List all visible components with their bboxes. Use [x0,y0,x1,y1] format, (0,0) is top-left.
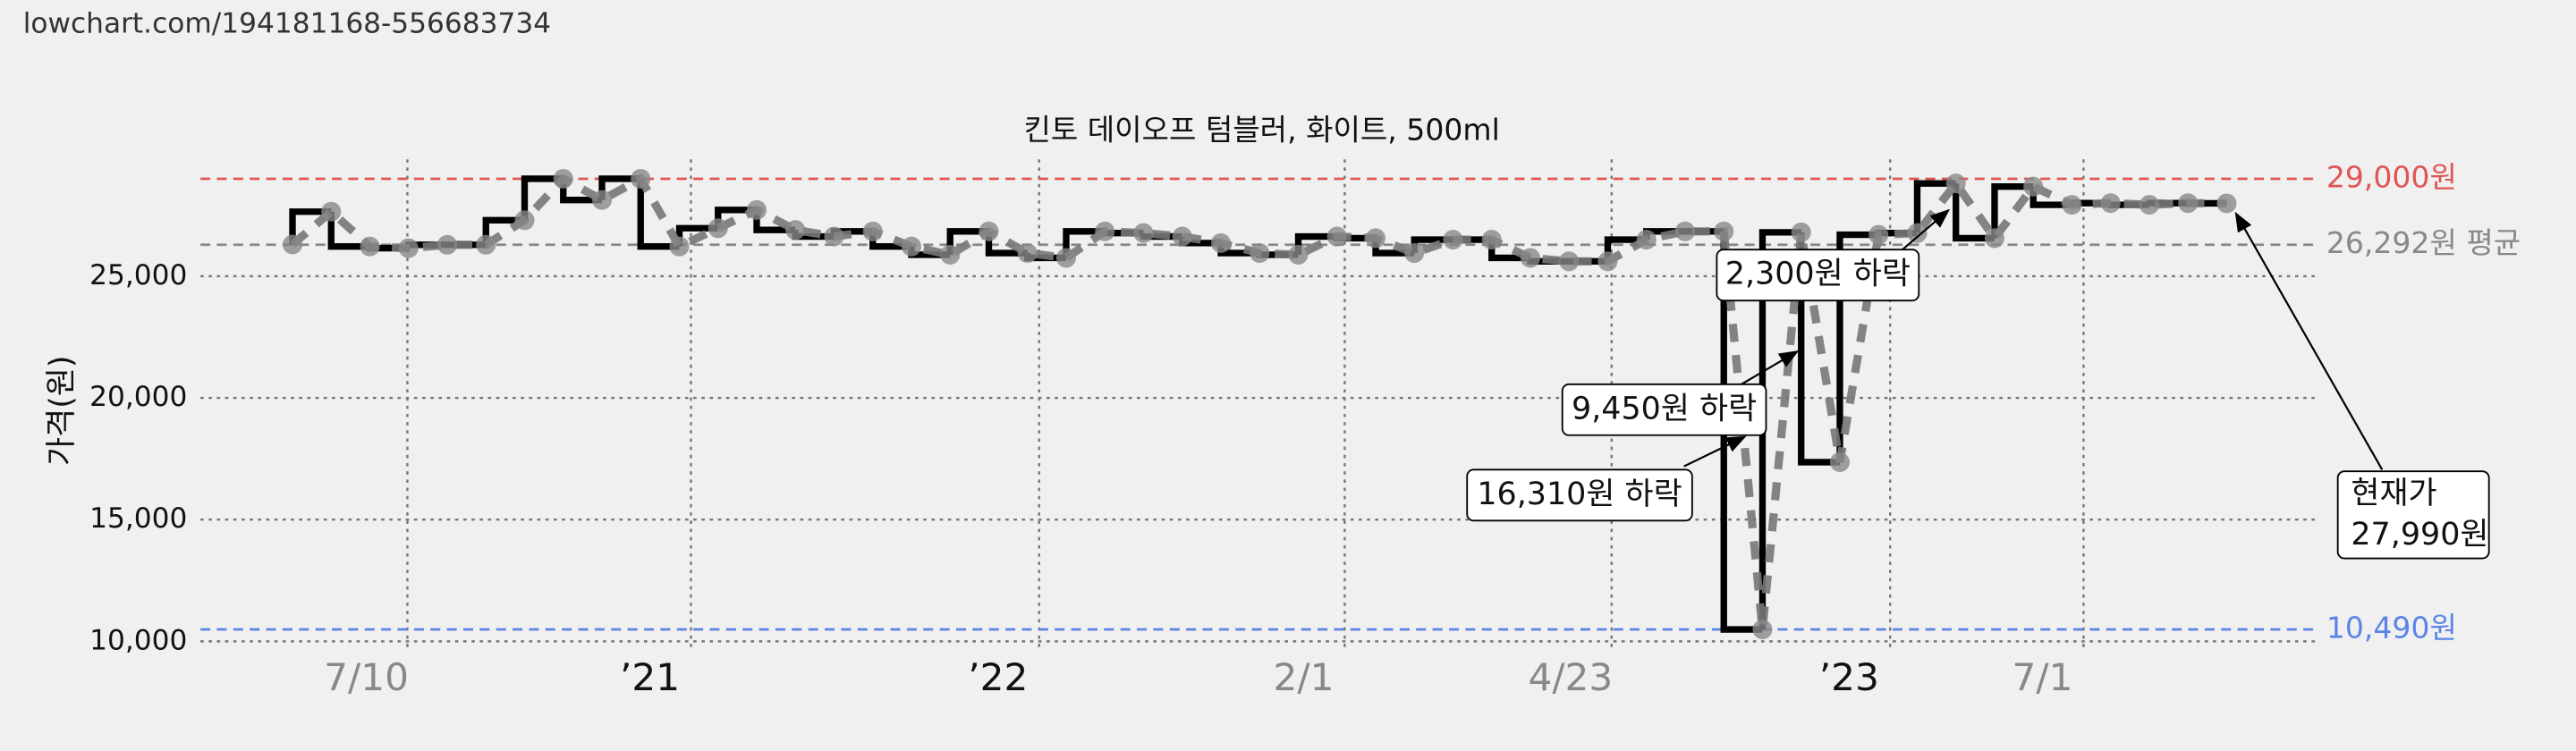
step-segment [1991,183,2034,239]
price-point [1055,248,1077,268]
price-point [862,221,883,241]
price-point [398,238,419,258]
price-point [746,199,767,220]
annotation-box [1716,249,1920,302]
price-point [1520,248,1540,268]
price-point [1597,251,1618,272]
y-tick-label: 15,000 [89,502,187,535]
price-point [1017,243,1038,264]
source-url: lowchart.com/194181168-556683734 [23,8,551,40]
price-point [591,190,613,210]
price-point [1481,230,1502,250]
x-tick-label: 2/1 [1273,655,1334,699]
price-point [631,168,651,189]
chart-title: 킨토 데이오프 텀블러, 화이트, 500ml [1023,112,1499,147]
price-point [2062,195,2082,215]
price-point [1829,451,1850,472]
annotation-box [1561,383,1767,436]
price-point [514,210,535,231]
annotation-arrow [1741,350,1800,385]
price-point [940,244,961,265]
price-point [2178,193,2199,214]
annotation-arrow [1683,435,1747,468]
reference-label: 10,490원 [2326,611,2457,646]
annotation-text: 현재가 [2351,476,2436,511]
price-point [1868,224,1889,245]
y-tick-label: 10,000 [89,624,187,656]
annotation-box [1466,468,1693,522]
price-point [321,201,342,222]
price-point [1791,222,1811,242]
price-point [1326,226,1347,247]
price-point [1674,221,1695,241]
reference-label: 29,000원 [2326,159,2457,194]
step-segment [1913,180,1956,233]
plot: 10,000 15,000 20,000 25,000 7/10 ’21 ’22 2/1 4/2… [89,159,2521,699]
x-tick-label: 4/23 [1528,655,1613,699]
price-point [1365,228,1386,249]
price-point [553,168,573,189]
step-segment [327,211,370,250]
reference-label: 26,292원 평균 [2326,225,2521,260]
annotation-arrow [2234,211,2384,470]
x-tick-label: 7/10 [324,655,409,699]
y-tick-label: 20,000 [89,381,187,413]
price-point [1404,243,1425,264]
price-point [2139,195,2159,215]
price-point [1210,232,1232,253]
y-axis-label: 가격(원) [44,355,80,465]
price-point [1714,221,1734,241]
price-point [2216,193,2237,214]
step-segment [637,178,680,250]
price-point [476,234,496,255]
step-segment [1758,229,1801,630]
x-tick-label: ’23 [1819,655,1879,699]
x-tick-label: ’22 [968,655,1028,699]
price-point [1443,230,1463,250]
price-point [1984,228,2004,249]
step-segment [1720,231,1763,633]
annotation-arrow [1902,208,1951,251]
price-point [708,218,728,239]
price-point [1636,230,1657,250]
price-point [785,220,806,240]
price-point [360,236,380,257]
annotation-text: 16,310원 하락 [1477,477,1682,512]
price-point [2023,176,2044,197]
price-point [1559,251,1580,272]
price-point [436,234,458,255]
price-point [1907,223,1928,243]
annotation-text: 2,300원 하락 [1725,257,1911,292]
annotation-text: 9,450원 하락 [1572,391,1757,426]
annotation-box [2336,470,2490,560]
step-segment [521,175,564,221]
price-point [2100,193,2121,214]
annotation-text: 27,990원 [2351,517,2488,553]
price-point [669,236,690,257]
price-point [979,221,999,241]
step-segment [1953,183,1995,242]
step-segment [1836,231,1879,462]
step-segment [289,208,332,245]
price-point [282,234,303,255]
x-tick-label: 7/1 [2012,655,2073,699]
y-tick-label: 25,000 [89,259,187,291]
price-point [1752,620,1773,640]
price-point [824,226,844,247]
price-point [901,236,922,257]
price-point [1945,173,1966,194]
price-point [1095,221,1115,241]
x-tick-label: ’21 [620,655,680,699]
step-segment [1798,232,1840,466]
price-point [1172,226,1192,247]
price-point [1288,244,1309,265]
price-point [1250,243,1270,264]
price-point [1133,223,1154,243]
